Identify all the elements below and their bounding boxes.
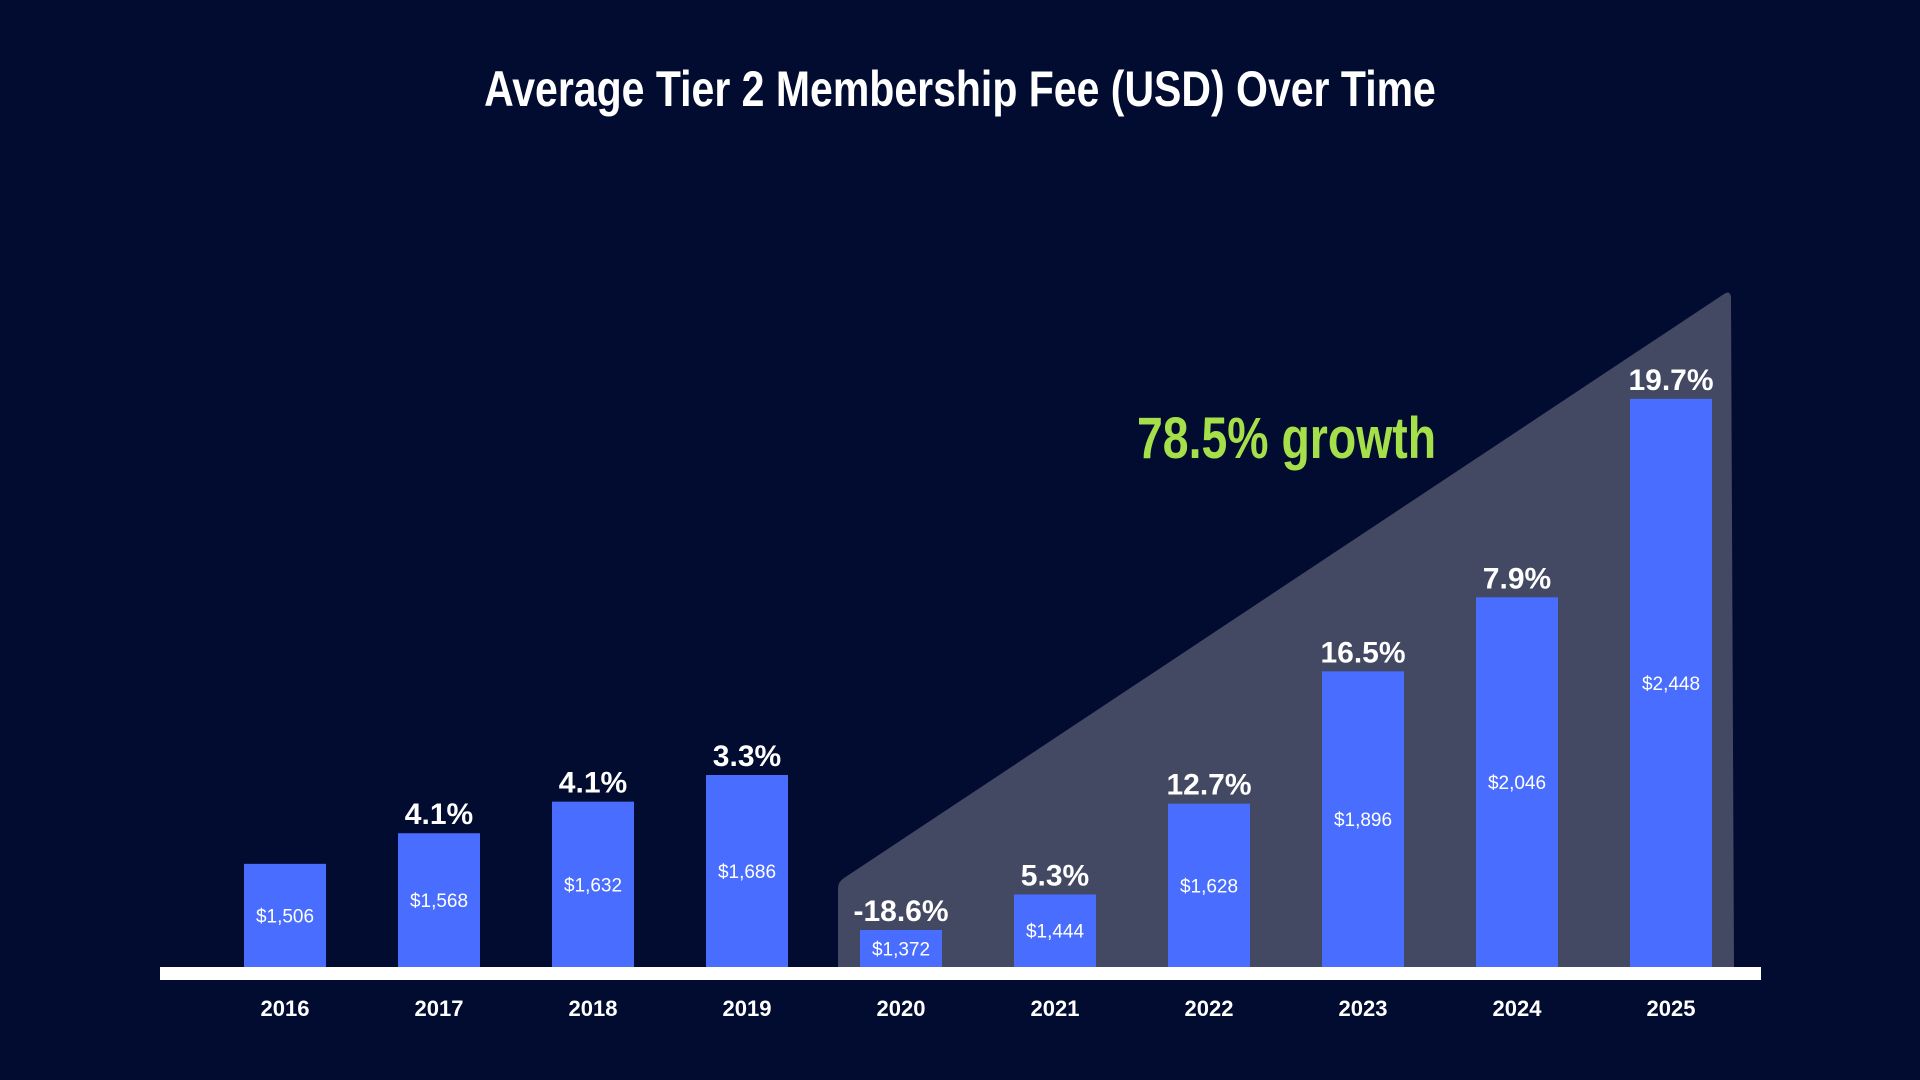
- x-tick-label: 2018: [569, 996, 618, 1021]
- change-label: 5.3%: [1021, 859, 1089, 892]
- value-label: $1,506: [256, 906, 314, 927]
- change-label: -18.6%: [853, 895, 948, 928]
- bar-2018: [552, 801, 634, 967]
- change-label: 4.1%: [405, 798, 473, 831]
- value-label: $1,896: [1334, 810, 1392, 831]
- change-label: 12.7%: [1166, 769, 1251, 802]
- x-tick-label: 2021: [1031, 996, 1080, 1021]
- change-label: 16.5%: [1320, 636, 1405, 669]
- bar-2016: [244, 863, 326, 967]
- change-label: 19.7%: [1628, 364, 1713, 397]
- bar-2022: [1168, 803, 1250, 967]
- x-tick-label: 2024: [1493, 996, 1543, 1021]
- change-label: 7.9%: [1483, 562, 1551, 595]
- growth-highlight-triangle: [838, 292, 1734, 968]
- value-label: $2,448: [1642, 674, 1700, 695]
- value-label: $1,444: [1026, 922, 1085, 943]
- bar-2019: [706, 774, 788, 967]
- x-tick-label: 2016: [261, 996, 310, 1021]
- value-label: $1,628: [1180, 876, 1238, 897]
- growth-annotation: 78.5% growth: [1137, 406, 1437, 471]
- bar-2020: [860, 929, 942, 967]
- value-label: $1,372: [872, 939, 930, 960]
- value-label: $1,632: [564, 875, 622, 896]
- bar-2017: [398, 833, 480, 967]
- bar-2021: [1014, 894, 1096, 967]
- value-label: $1,568: [410, 891, 468, 912]
- x-tick-label: 2022: [1185, 996, 1234, 1021]
- x-tick-label: 2020: [877, 996, 926, 1021]
- x-tick-label: 2019: [723, 996, 772, 1021]
- x-tick-label: 2023: [1339, 996, 1388, 1021]
- x-axis-line: [160, 967, 1761, 980]
- bar-2025: [1630, 398, 1712, 967]
- change-label: 4.1%: [559, 767, 627, 800]
- chart-title: Average Tier 2 Membership Fee (USD) Over…: [484, 61, 1436, 117]
- x-tick-label: 2017: [415, 996, 464, 1021]
- value-label: $1,686: [718, 862, 776, 883]
- change-label: 3.3%: [713, 740, 781, 773]
- x-tick-label: 2025: [1647, 996, 1696, 1021]
- value-label: $2,046: [1488, 773, 1546, 794]
- bar-2023: [1322, 671, 1404, 967]
- bar-2024: [1476, 597, 1558, 967]
